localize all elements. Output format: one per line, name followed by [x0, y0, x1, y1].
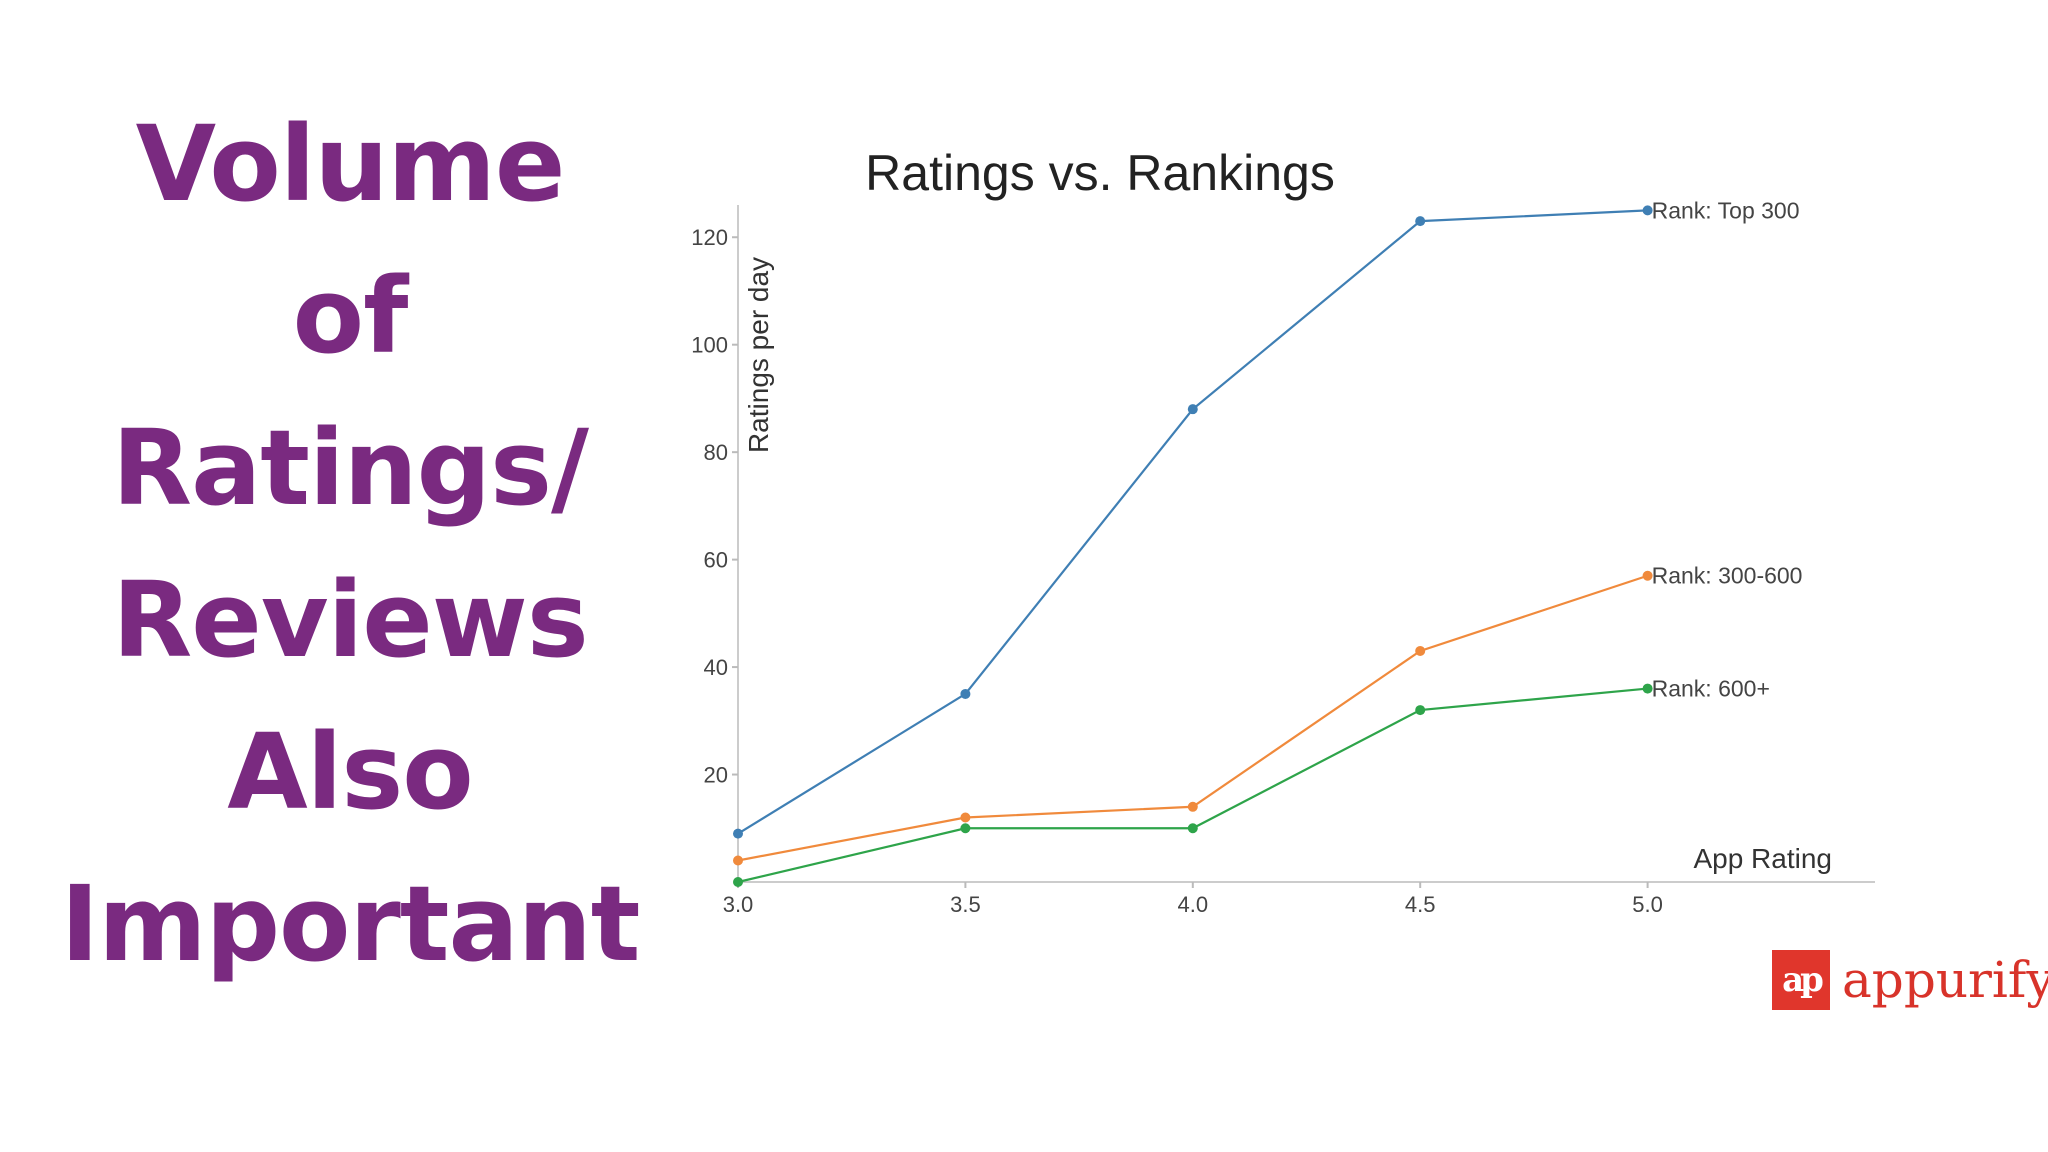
data-point	[1415, 705, 1426, 716]
series-line	[737, 687, 1648, 884]
series-line	[737, 209, 1648, 835]
data-point	[1187, 404, 1198, 415]
data-point	[1642, 570, 1653, 581]
data-point	[1415, 216, 1426, 227]
data-point	[733, 828, 743, 839]
y-tick-label: 100	[691, 333, 728, 358]
y-tick-label: 120	[691, 225, 728, 250]
series-line	[737, 574, 1648, 862]
series-label: Rank: 300-600	[1652, 563, 1803, 589]
chart-title: Ratings vs. Rankings	[865, 145, 1335, 201]
y-tick-label: 20	[704, 763, 728, 788]
title-line: Important	[60, 863, 641, 985]
logo-brand-name: appurify	[1842, 951, 2048, 1009]
slide-title: Volume of Ratings/ Reviews Also Importan…	[40, 88, 660, 1000]
series-group: Rank: Top 300 Rank: 300-600 Rank: 600+	[733, 197, 1802, 887]
y-tick-label: 80	[704, 440, 728, 465]
x-tick-label: 3.5	[950, 892, 981, 917]
data-point	[960, 688, 971, 699]
logo-mark-icon: ap	[1772, 950, 1830, 1010]
title-line: Volume	[135, 103, 566, 225]
x-axis-label: App Rating	[1693, 843, 1832, 874]
data-point	[733, 877, 743, 887]
x-tick-label: 3.0	[723, 892, 754, 917]
title-line: of	[292, 255, 409, 377]
title-line: Ratings/	[112, 407, 589, 529]
y-axis-label: Ratings per day	[743, 257, 774, 453]
data-point	[1415, 645, 1426, 656]
data-point	[1187, 801, 1198, 812]
data-point	[1642, 205, 1653, 216]
series-label: Rank: 600+	[1652, 676, 1770, 702]
y-tick-label: 60	[704, 548, 728, 573]
data-point	[960, 823, 971, 834]
series-label: Rank: Top 300	[1652, 197, 1800, 223]
x-tick-label: 5.0	[1632, 892, 1663, 917]
chart-axes: 20 40 60 80 100 120 3.0 3.5 4.0 4.5 5.0	[691, 205, 1875, 917]
data-point	[1187, 823, 1198, 834]
appurify-logo: ap appurify	[1772, 948, 2048, 1012]
series-0: Rank: Top 300	[733, 197, 1800, 839]
y-tick-label: 40	[704, 655, 728, 680]
x-tick-label: 4.0	[1178, 892, 1209, 917]
series-1: Rank: 300-600	[733, 563, 1802, 866]
data-point	[960, 812, 971, 823]
series-2: Rank: 600+	[733, 676, 1770, 887]
title-line: Also	[227, 711, 474, 833]
data-point	[1642, 683, 1653, 694]
x-tick-label: 4.5	[1405, 892, 1436, 917]
title-line: Reviews	[112, 559, 589, 681]
data-point	[733, 855, 743, 866]
